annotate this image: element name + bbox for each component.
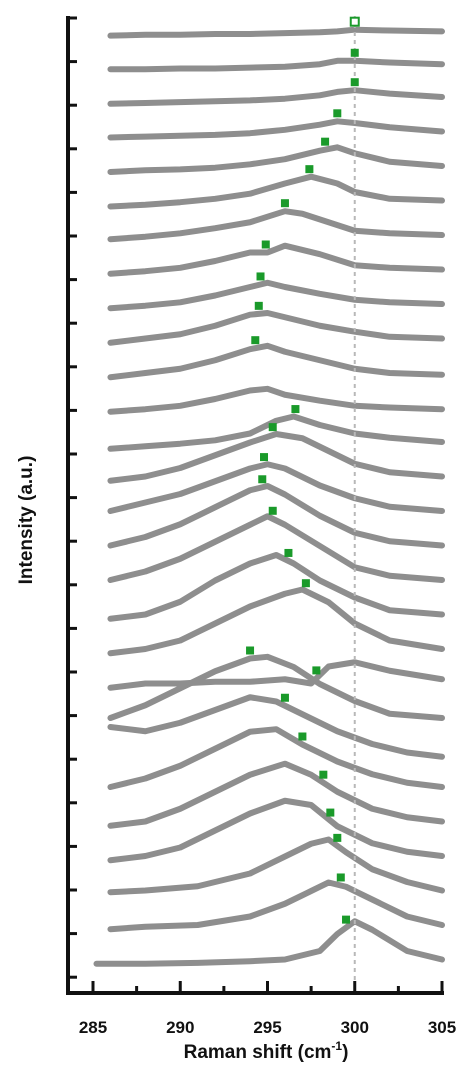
peak-marker-21 [261, 240, 270, 249]
spectrum-line-18 [107, 342, 445, 381]
spectrum-line-27 [107, 57, 445, 73]
x-axis-label-close: ) [342, 1042, 348, 1063]
peak-marker-3 [333, 833, 342, 842]
peak-marker-12 [268, 506, 277, 515]
spectrum-line-9 [107, 659, 445, 691]
spectrum-line-24 [107, 144, 445, 175]
peak-marker-27 [350, 48, 359, 57]
spectrum-line-12 [107, 513, 445, 583]
x-tick-label-1: 285 [79, 1018, 107, 1037]
x-axis-label-sup: -1 [331, 1039, 342, 1053]
peak-marker-19 [254, 301, 263, 310]
spectrum-line-6 [107, 726, 445, 790]
y-axis-label: Intensity (a.u.) [16, 456, 37, 585]
spectrum-line-19 [107, 310, 445, 346]
peak-marker-28 [349, 16, 360, 27]
peak-marker-2 [336, 873, 345, 882]
spectrum-line-14 [107, 461, 445, 514]
spectrum-line-26 [107, 87, 445, 107]
spectra-group [93, 26, 445, 967]
peak-marker-11 [284, 548, 293, 557]
spectrum-line-2 [107, 879, 445, 933]
x-axis-label-main: Raman shift (cm [184, 1042, 332, 1063]
peak-marker-20 [256, 272, 265, 281]
peak-marker-9 [312, 666, 321, 675]
peak-marker-10 [301, 579, 310, 588]
spectrum-line-21 [107, 242, 445, 277]
spectrum-line-4 [107, 797, 445, 864]
spectrum-line-17 [107, 385, 445, 415]
peak-marker-4 [326, 808, 335, 817]
peak-marker-7 [280, 693, 289, 702]
x-tick-label-5: 305 [428, 1018, 456, 1037]
peak-marker-25 [333, 109, 342, 118]
spectrum-line-11 [107, 552, 445, 622]
peak-marker-14 [260, 453, 269, 462]
spectrum-line-8 [107, 653, 445, 721]
peak-marker-5 [319, 770, 328, 779]
spectrum-line-28 [107, 26, 445, 39]
spectrum-line-13 [107, 483, 445, 549]
peak-marker-8 [246, 646, 255, 655]
axes-group: 285 290 295 300 305 [66, 16, 456, 1037]
spectrum-line-3 [107, 836, 445, 896]
spectrum-line-23 [107, 173, 445, 210]
peak-marker-18 [251, 336, 260, 345]
spectrum-line-16 [107, 413, 445, 452]
spectrum-line-1 [93, 918, 445, 967]
peak-marker-15 [268, 423, 277, 432]
spectrum-line-15 [107, 431, 445, 484]
x-tick-label-4: 300 [341, 1018, 369, 1037]
peak-marker-13 [258, 475, 267, 484]
spectrum-line-7 [107, 694, 445, 760]
spectrum-line-10 [107, 586, 445, 657]
peak-marker-22 [280, 199, 289, 208]
peak-marker-6 [298, 732, 307, 741]
x-tick-label-3: 295 [253, 1018, 281, 1037]
peak-marker-16 [291, 405, 300, 414]
spectrum-line-25 [107, 118, 445, 141]
x-axis-label: Raman shift (cm-1) [184, 1039, 349, 1063]
peak-marker-23 [305, 165, 314, 174]
peak-marker-26 [350, 78, 359, 87]
spectrum-line-20 [107, 279, 445, 312]
x-tick-label-2: 290 [166, 1018, 194, 1037]
peak-marker-1 [342, 915, 351, 924]
spectrum-line-5 [107, 760, 445, 829]
spectrum-line-22 [107, 208, 445, 243]
peak-markers [246, 16, 360, 924]
peak-marker-24 [321, 137, 330, 146]
